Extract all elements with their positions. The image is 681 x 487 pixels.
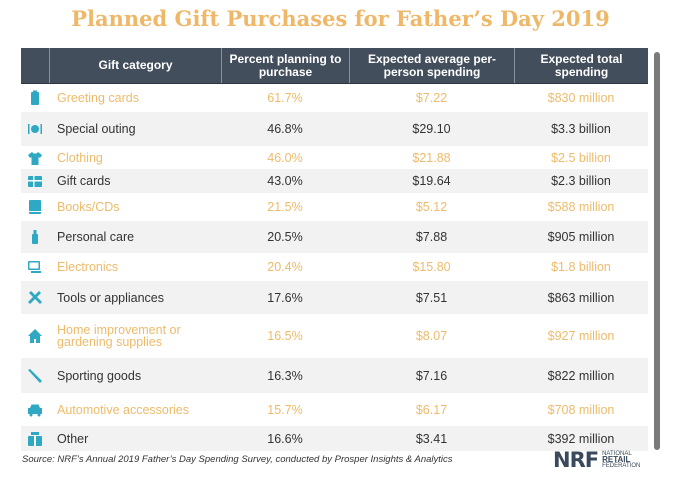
cell-percent: 46.0% (267, 150, 303, 165)
table-row: Automotive accessories 15.7% $6.17 $708 mil… (21, 393, 648, 426)
cell-category: Greeting cards (57, 91, 139, 105)
gift-box-icon (27, 431, 43, 447)
cell-avg-spending: $7.22 (415, 91, 448, 105)
table-body: Greeting cards 61.7% $7.22 $830 million Spec… (21, 84, 648, 451)
logo-mark: NRF (553, 448, 599, 472)
cell-total-spending: $822 million (547, 368, 615, 383)
cell-category: Gift cards (57, 174, 111, 188)
table-row: Clothing 46.0% $21.88 $2.5 billion (21, 146, 648, 169)
cell-total-spending: $708 million (547, 402, 615, 417)
cell-percent: 16.3% (267, 368, 303, 383)
page-title: Planned Gift Purchases for Father’s Day … (71, 6, 610, 31)
cell-total-spending: $2.3 billion (551, 174, 611, 188)
cell-total-spending: $863 million (547, 290, 615, 305)
gift-card-icon (27, 173, 43, 189)
cell-percent: 15.7% (267, 402, 303, 417)
header-icon-col (21, 48, 49, 83)
table-row: Greeting cards 61.7% $7.22 $830 million (21, 84, 648, 112)
cell-avg-spending: $8.07 (415, 329, 448, 343)
cell-percent: 46.8% (267, 122, 303, 136)
scrollbar[interactable] (654, 52, 660, 450)
table-row: Gift cards 43.0% $19.64 $2.3 billion (21, 169, 648, 193)
cell-percent: 61.7% (267, 91, 303, 105)
cell-total-spending: $927 million (547, 329, 615, 343)
table-row: Books/CDs 21.5% $5.12 $588 million (21, 193, 648, 221)
cell-category: Personal care (57, 230, 135, 244)
greeting-card-icon (27, 90, 43, 106)
tools-icon (27, 290, 43, 306)
cell-category: Electronics (57, 260, 119, 274)
logo-line2: RETAIL (602, 455, 631, 464)
cell-category: Other (57, 431, 89, 446)
gift-table: Gift category Percent planning to purcha… (21, 48, 648, 451)
book-icon (27, 199, 43, 215)
cell-avg-spending: $21.88 (412, 150, 451, 165)
table-row: Tools or appliances 17.6% $7.51 $863 millio… (21, 281, 648, 314)
car-icon (27, 402, 43, 418)
table-row: Home improvement or gardening supplies 16… (21, 314, 648, 358)
table-header: Gift category Percent planning to purcha… (21, 48, 648, 84)
cell-percent: 20.5% (267, 230, 303, 244)
bottle-icon (27, 229, 43, 245)
baseball-bat-icon (27, 368, 43, 384)
source-note: Source: NRF’s Annual 2019 Father’s Day S… (22, 454, 453, 465)
cell-category: Books/CDs (57, 200, 120, 214)
header-total-spending: Expected total spending (514, 48, 648, 83)
cell-percent: 20.4% (267, 260, 303, 274)
cell-total-spending: $1.8 billion (551, 260, 611, 274)
cell-percent: 21.5% (267, 200, 303, 214)
cell-avg-spending: $7.88 (415, 230, 448, 244)
cell-avg-spending: $7.16 (415, 368, 448, 383)
logo-line3: FEDERATION (602, 463, 641, 469)
logo-text: NATIONAL RETAIL FEDERATION (602, 451, 640, 469)
cell-total-spending: $830 million (547, 91, 615, 105)
cell-category: Sporting goods (57, 368, 142, 383)
cell-total-spending: $392 million (547, 431, 615, 446)
cell-category: Special outing (57, 122, 136, 136)
house-icon (27, 328, 43, 344)
cell-percent: 17.6% (267, 290, 303, 305)
cell-category: Clothing (57, 150, 103, 165)
cell-category: Automotive accessories (57, 402, 190, 417)
cell-total-spending: $905 million (547, 230, 615, 244)
table-row: Personal care 20.5% $7.88 $905 million (21, 221, 648, 253)
cell-avg-spending: $7.51 (415, 290, 448, 305)
logo-line1: NATIONAL (602, 451, 632, 457)
table-row: Sporting goods 16.3% $7.16 $822 million (21, 358, 648, 393)
cell-total-spending: $3.3 billion (551, 122, 611, 136)
cell-avg-spending: $19.64 (412, 174, 451, 188)
cell-category: Tools or appliances (57, 290, 165, 305)
cell-percent: 16.6% (267, 431, 303, 446)
shirt-icon (27, 150, 43, 166)
header-gift-category: Gift category (49, 48, 221, 83)
table-row: Other 16.6% $3.41 $392 million (21, 426, 648, 451)
table-row: Electronics 20.4% $15.80 $1.8 billion (21, 253, 648, 281)
header-percent: Percent planning to purchase (221, 48, 349, 83)
cell-total-spending: $588 million (547, 200, 615, 214)
computer-icon (27, 259, 43, 275)
cell-percent: 43.0% (267, 174, 303, 188)
dining-plate-icon (27, 121, 43, 137)
cell-avg-spending: $5.12 (415, 200, 448, 214)
cell-category: Home improvement or gardening supplies (57, 323, 181, 349)
table-row: Special outing 46.8% $29.10 $3.3 billion (21, 112, 648, 146)
header-avg-spending: Expected average per-person spending (349, 48, 514, 83)
cell-total-spending: $2.5 billion (551, 150, 611, 165)
cell-avg-spending: $29.10 (412, 122, 451, 136)
cell-percent: 16.5% (267, 329, 303, 343)
cell-avg-spending: $6.17 (415, 402, 448, 417)
cell-avg-spending: $3.41 (415, 431, 448, 446)
nrf-logo: NRF NATIONAL RETAIL FEDERATION (553, 448, 640, 472)
cell-avg-spending: $15.80 (412, 260, 451, 274)
